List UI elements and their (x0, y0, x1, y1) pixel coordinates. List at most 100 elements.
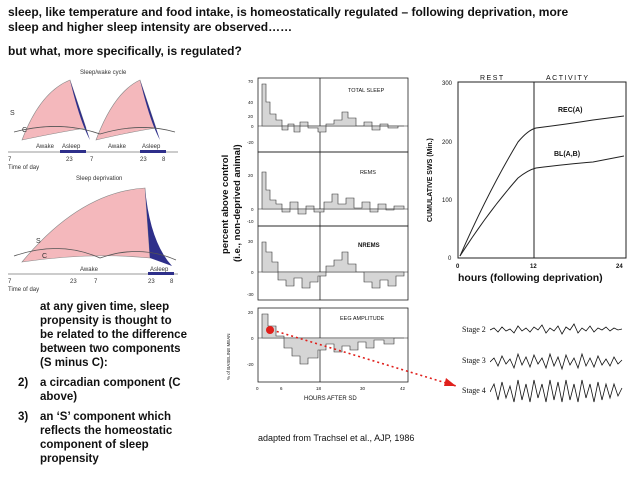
item3-line-1: an ‘S’ component which (40, 411, 171, 423)
intro-line-3: be related to the difference (40, 329, 187, 341)
tick-top-3: 7 (90, 157, 94, 163)
asleep-label-2: Asleep (142, 144, 161, 150)
pink-area-1 (21, 79, 87, 141)
eeg-stage-traces (490, 323, 623, 403)
asleep-bar-1 (60, 150, 86, 153)
asleep-label-1: Asleep (62, 144, 81, 150)
ytick-100: 100 (442, 198, 453, 204)
blue-area-1 (70, 80, 90, 140)
tick-total-70: 70 (248, 79, 254, 84)
tick-top-5: 8 (162, 157, 166, 163)
citation: adapted from Trachsel et al., AJP, 1986 (258, 433, 415, 443)
list-number-2: 2) (18, 377, 29, 389)
eeg-ylabel: % of BASELINE MEAN (226, 333, 231, 380)
cumulative-sws-figure: REST ACTIVITY CUMULATIVE SWS (Min.) 300 … (427, 75, 627, 270)
xtick-6: 6 (280, 386, 283, 391)
panel-nrems (257, 225, 409, 301)
trachsel-figure: percent above control (i.e., non-deprive… (220, 77, 409, 402)
xtick-18: 18 (316, 386, 322, 391)
item3-line-4: propensity (40, 453, 99, 465)
rec-curve (459, 115, 625, 257)
tick-nrems-0: 0 (251, 270, 254, 275)
tick-top-2: 23 (66, 157, 73, 163)
pink-area-2 (95, 79, 157, 141)
question-text: but what, more specifically, is regulate… (8, 44, 242, 58)
ytick-0: 0 (448, 256, 452, 262)
xtick-0: 0 (256, 386, 259, 391)
dotted-arrow-line (271, 329, 457, 387)
panel-title-eeg: EEG AMPLITUDE (340, 316, 385, 322)
eeg-amplitude-trace (261, 313, 404, 365)
tick-total-20: 20 (248, 114, 254, 119)
tick-nrems-neg30: -30 (247, 292, 254, 297)
stage-2-trace (490, 323, 623, 335)
item2-line-2: above) (40, 391, 78, 403)
tick-bottom-2: 23 (70, 279, 77, 285)
bl-curve (459, 155, 625, 257)
rec-label: REC(A) (558, 107, 583, 114)
list-item-2: 2) a circadian component (C above) (18, 376, 240, 404)
rems-trace (261, 171, 405, 215)
circadian-curve-bottom (13, 248, 177, 261)
tick-eeg-0: 0 (251, 336, 254, 341)
circadian-curve-top (13, 126, 176, 135)
panel-title-rems: REMS (360, 170, 376, 176)
panel-title-nrems: NREMS (358, 243, 380, 249)
tick-eeg-neg20: -20 (247, 362, 254, 367)
ytick-300: 300 (442, 81, 453, 87)
item3-line-2: reflects the homeostatic (40, 425, 173, 437)
xtick-right-24: 24 (616, 264, 623, 270)
explanation-block: at any given time, sleep propensity is t… (18, 300, 240, 466)
panel-eeg-amplitude (257, 307, 409, 383)
rest-label: REST (480, 75, 505, 82)
sws-ylabel: CUMULATIVE SWS (Min.) (427, 138, 434, 222)
awake-label-deprivation: Awake (80, 267, 99, 273)
stage-4-label: Stage 4 (462, 386, 486, 395)
panel-total-sleep (257, 77, 409, 153)
tick-bottom-1: 7 (8, 279, 12, 285)
tick-bottom-4: 23 (148, 279, 155, 285)
eeg-peak-marker (266, 326, 274, 334)
heading-line-1: sleep, like temperature and food intake,… (8, 5, 569, 19)
c-label-top: C (22, 127, 27, 134)
awake-label-1: Awake (36, 144, 55, 150)
intro-line-2: propensity is thought to (40, 315, 172, 327)
item3-line-3: component of sleep (40, 439, 149, 451)
heading: sleep, like temperature and food intake,… (8, 5, 633, 35)
xtick-right-0: 0 (456, 264, 460, 270)
tick-rems-20: 20 (248, 173, 254, 178)
arrow-overlay (271, 329, 457, 387)
blue-area-2 (140, 80, 160, 140)
tick-top-4: 23 (140, 157, 147, 163)
middle-ylabel-line-2: (i.e., non-deprived animal) (232, 144, 243, 262)
tick-total-40: 40 (248, 100, 254, 105)
heading-line-2: sleep and higher sleep intensity are obs… (8, 20, 293, 34)
bl-label: BL(A,B) (554, 151, 580, 158)
awake-label-2: Awake (108, 144, 127, 150)
list-number-3: 3) (18, 411, 29, 423)
total-sleep-trace (261, 83, 404, 133)
tick-nrems-30: 30 (248, 239, 254, 244)
nrems-trace (261, 241, 405, 289)
middle-ylabel-line-1: percent above control (220, 155, 231, 254)
tick-rems-neg10: -10 (247, 219, 254, 224)
time-of-day-top: Time of day (8, 165, 39, 171)
s-label-bottom: S (36, 238, 41, 245)
xtick-30: 30 (360, 386, 366, 391)
two-process-figure: Sleep/wake cycle S C Awake Asleep Awake … (8, 70, 178, 293)
tick-total-neg20: -20 (247, 140, 254, 145)
stage-3-trace (490, 352, 623, 371)
time-of-day-bottom: Time of day (8, 287, 39, 293)
tick-eeg-20: 20 (248, 310, 254, 315)
intro-line-1: at any given time, sleep (40, 301, 170, 313)
asleep-label-deprivation: Asleep (150, 267, 169, 273)
middle-xlabel: HOURS AFTER SD (304, 396, 357, 402)
tick-rems-0: 0 (251, 207, 254, 212)
tick-total-0: 0 (251, 124, 254, 129)
tick-bottom-3: 7 (94, 279, 98, 285)
ytick-200: 200 (442, 140, 453, 146)
stage-3-label: Stage 3 (462, 356, 486, 365)
sleep-deprivation-title: Sleep deprivation (76, 176, 122, 182)
tick-bottom-5: 8 (170, 279, 174, 285)
arrow-head (444, 378, 456, 386)
